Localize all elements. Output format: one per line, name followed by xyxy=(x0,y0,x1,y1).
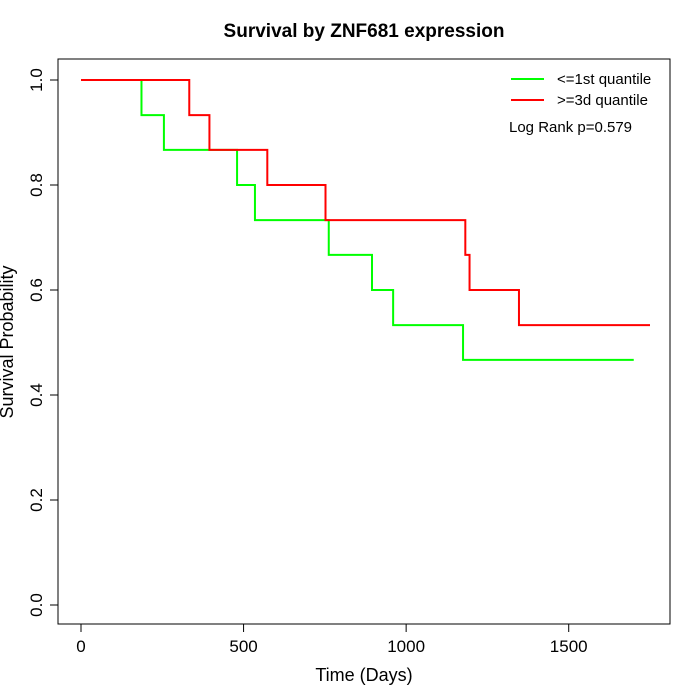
y-tick-label: 1.0 xyxy=(27,68,46,92)
legend-label-low: <=1st quantile xyxy=(557,71,651,88)
x-tick-label: 500 xyxy=(229,637,257,656)
y-tick-label: 0.2 xyxy=(27,488,46,512)
y-tick-label: 0.6 xyxy=(27,278,46,302)
x-axis-label: Time (Days) xyxy=(315,665,412,685)
survival-curve-high xyxy=(81,79,650,327)
y-axis: 0.0 0.2 0.4 0.6 0.8 1.0 xyxy=(27,68,58,617)
log-rank-annotation: Log Rank p=0.579 xyxy=(509,119,632,136)
series-group xyxy=(81,79,650,361)
x-tick-label: 1500 xyxy=(550,637,588,656)
legend: <=1st quantile >=3d quantile Log Rank p=… xyxy=(509,71,651,136)
x-tick-label: 0 xyxy=(76,637,85,656)
y-axis-label: Survival Probability xyxy=(0,265,17,418)
chart-title: Survival by ZNF681 expression xyxy=(224,21,505,42)
y-tick-label: 0.4 xyxy=(27,383,46,407)
x-tick-label: 1000 xyxy=(387,637,425,656)
x-axis: 0 500 1000 1500 xyxy=(76,624,588,656)
legend-label-high: >=3d quantile xyxy=(557,92,648,109)
survival-curve-low xyxy=(81,79,634,361)
y-tick-label: 0.0 xyxy=(27,593,46,617)
plot-frame xyxy=(57,58,671,625)
y-tick-label: 0.8 xyxy=(27,173,46,197)
